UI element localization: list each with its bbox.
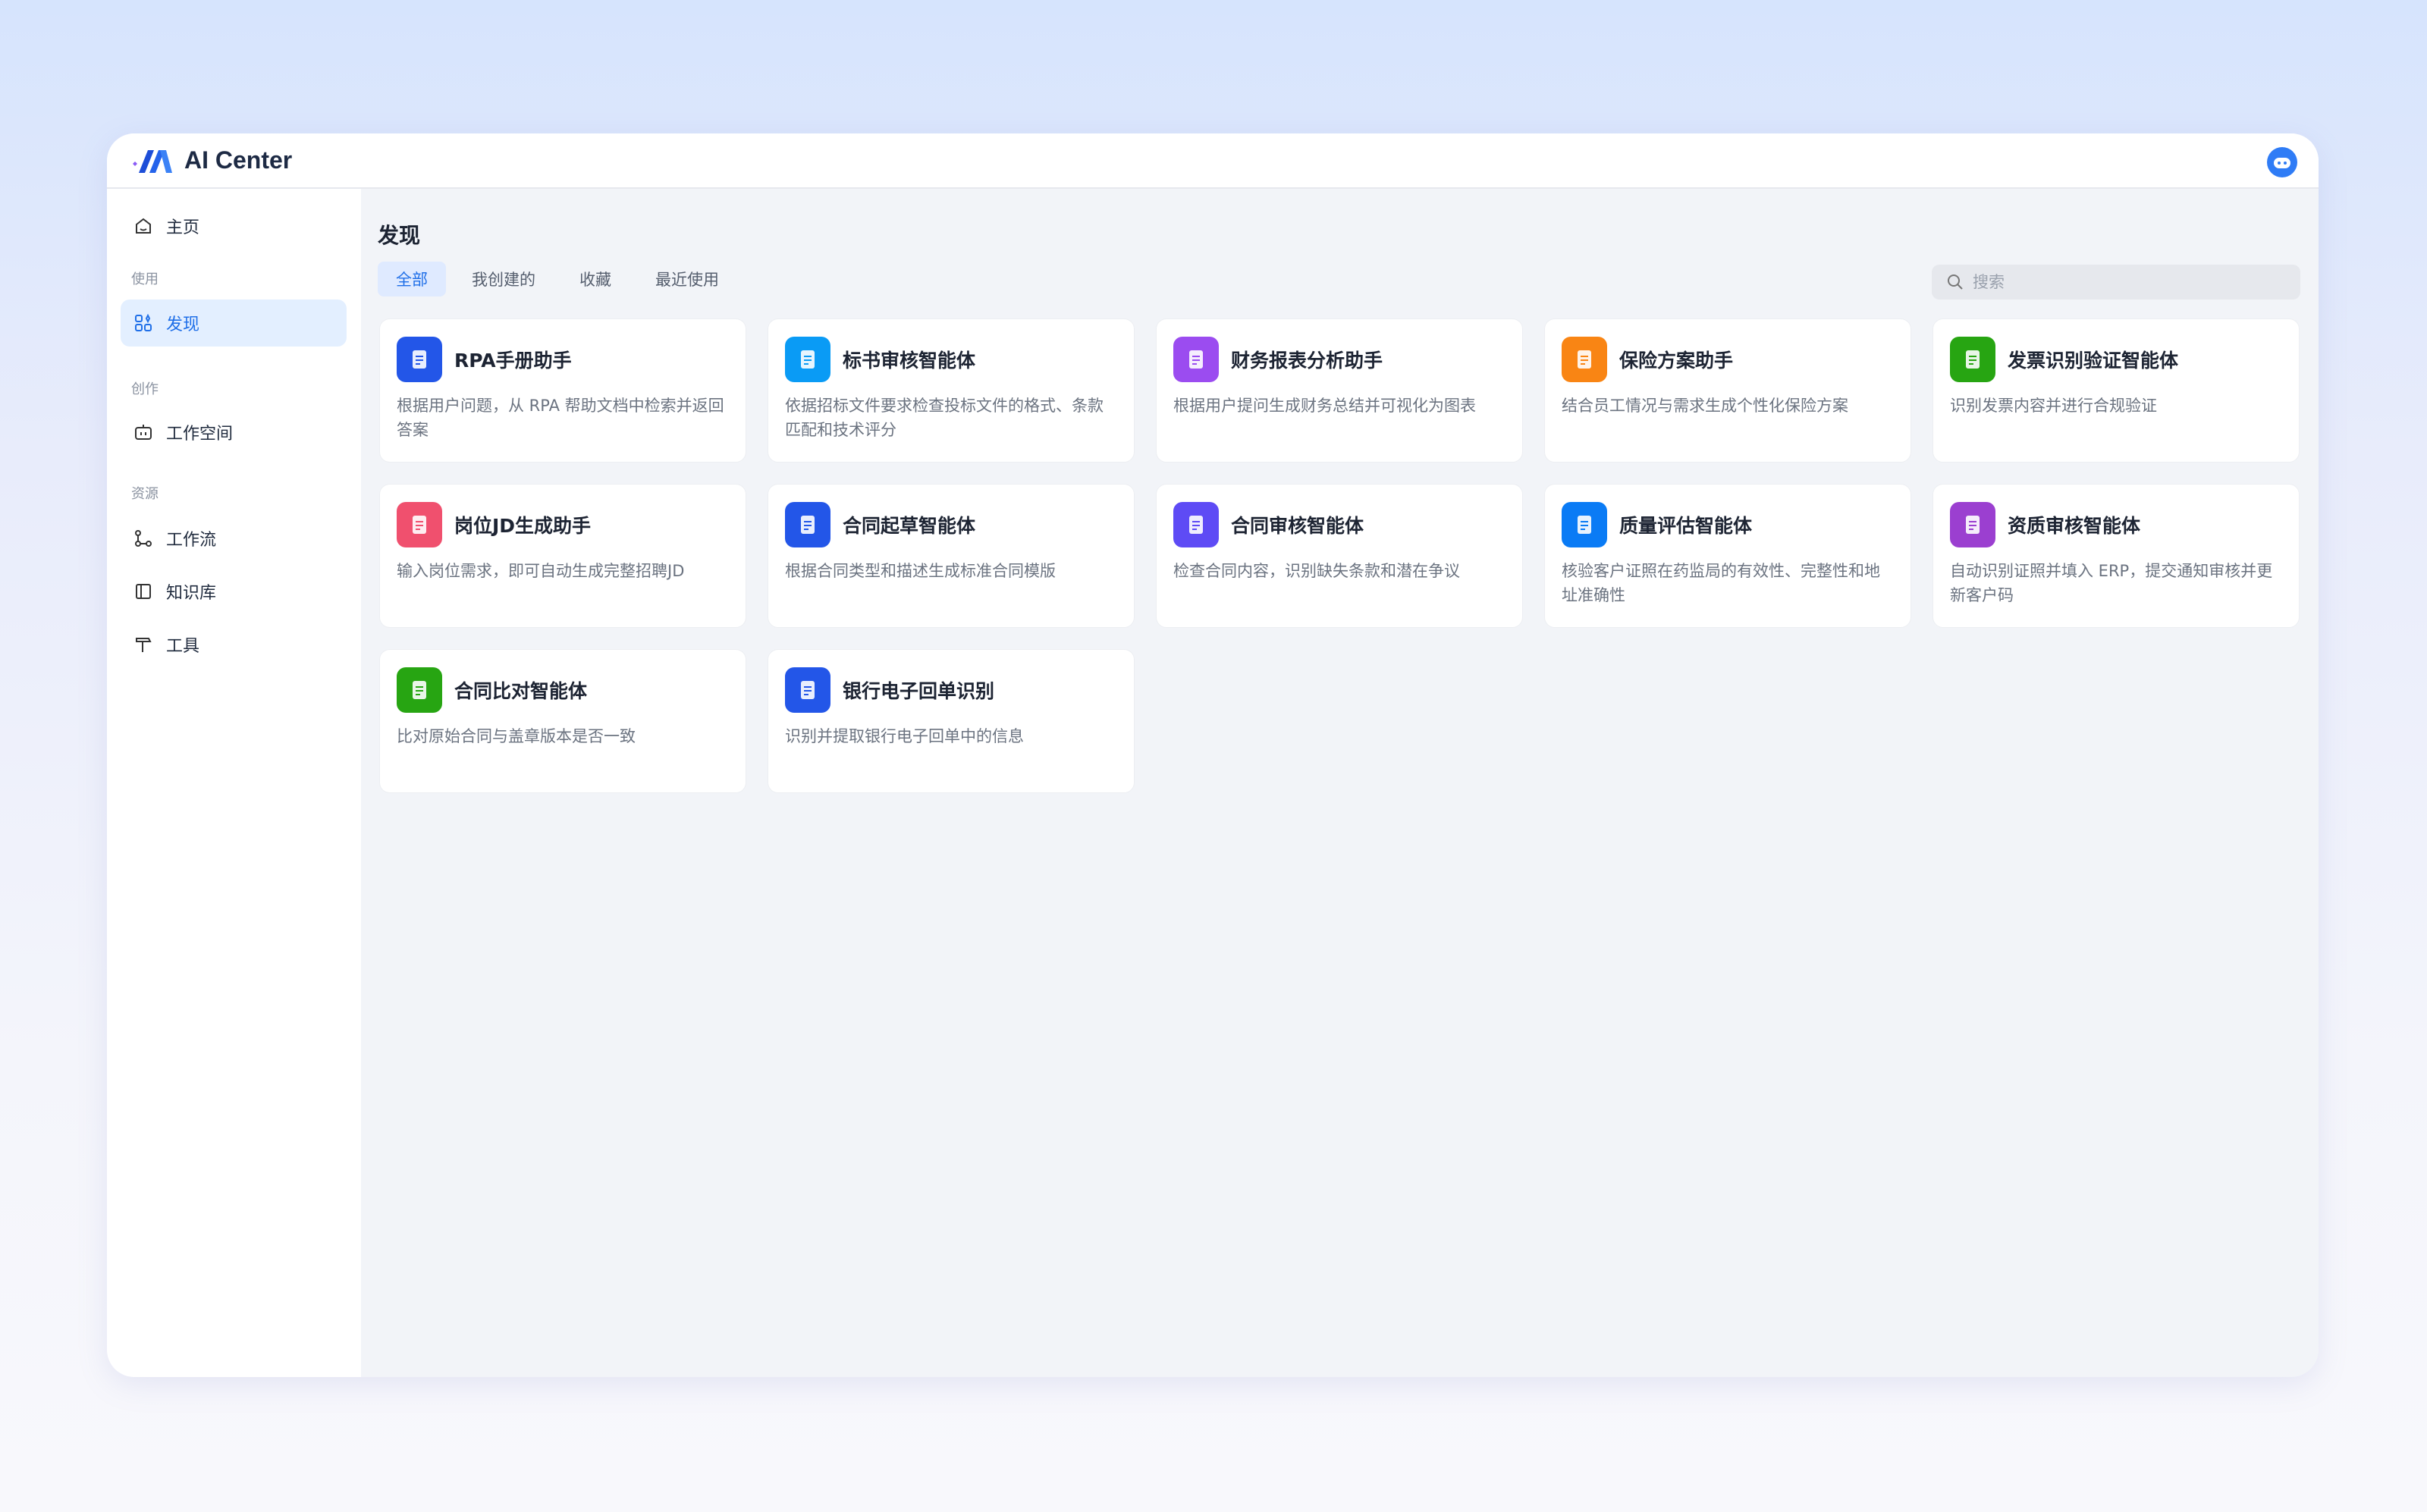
agent-name: 质量评估智能体 <box>1619 515 1753 537</box>
agent-name: 合同起草智能体 <box>843 515 976 537</box>
agent-card[interactable]: 银行电子回单识别识别并提取银行电子回单中的信息 <box>768 649 1135 793</box>
agent-name: 合同比对智能体 <box>454 680 588 702</box>
agent-card[interactable]: 合同审核智能体检查合同内容，识别缺失条款和潜在争议 <box>1156 484 1523 628</box>
agent-card[interactable]: 资质审核智能体自动识别证照并填入 ERP，提交通知审核并更新客户码 <box>1932 484 2300 628</box>
search-icon <box>1948 274 1963 290</box>
agent-description: 依据招标文件要求检查投标文件的格式、条款匹配和技术评分 <box>785 397 1104 439</box>
document-icon <box>1562 337 1607 382</box>
sidebar-item-label: 工具 <box>166 637 200 656</box>
compare-book-icon <box>397 667 442 713</box>
contract-star-icon <box>1173 502 1219 547</box>
workflow-icon <box>135 530 152 547</box>
agent-description: 根据用户问题，从 RPA 帮助文档中检索并返回答案 <box>397 397 724 439</box>
agent-card[interactable]: 发票识别验证智能体识别发票内容并进行合规验证 <box>1932 318 2300 463</box>
tab-bar: 全部 我创建的 收藏 最近使用 <box>378 262 737 296</box>
tab-favorites[interactable]: 收藏 <box>579 271 611 289</box>
hammer-icon <box>136 638 152 652</box>
agent-name: RPA手册助手 <box>454 350 572 372</box>
agent-description: 结合员工情况与需求生成个性化保险方案 <box>1562 397 1848 415</box>
agent-name: 保险方案助手 <box>1619 350 1734 372</box>
rpa-book-icon <box>397 337 442 382</box>
agent-description: 比对原始合同与盖章版本是否一致 <box>397 727 636 745</box>
section-label-create: 创作 <box>131 381 159 397</box>
sidebar-item-workflow[interactable]: 工作流 <box>121 515 347 562</box>
sidebar-item-discover[interactable]: 发现 <box>121 300 347 347</box>
header: AI Center <box>107 133 2319 189</box>
badge-icon <box>1950 502 1995 547</box>
agent-card[interactable]: 岗位JD生成助手输入岗位需求，即可自动生成完整招聘JD <box>379 484 746 628</box>
sidebar-item-knowledge[interactable]: 知识库 <box>121 568 347 615</box>
app-window: AI Center 主页 使用 发现 创作 工作空间 资源 工作流 知识库 工具… <box>107 133 2319 1377</box>
sidebar-item-label: 发现 <box>166 315 200 334</box>
sidebar-item-tools[interactable]: 工具 <box>121 621 347 668</box>
id-card-icon <box>397 502 442 547</box>
agent-description: 检查合同内容，识别缺失条款和潜在争议 <box>1173 562 1460 580</box>
sidebar-item-home[interactable]: 主页 <box>121 202 347 249</box>
agent-card[interactable]: 保险方案助手结合员工情况与需求生成个性化保险方案 <box>1544 318 1911 463</box>
page-title: 发现 <box>378 223 421 248</box>
section-label-use: 使用 <box>131 271 159 287</box>
sidebar: 主页 使用 发现 创作 工作空间 资源 工作流 知识库 工具 <box>107 189 361 1377</box>
agent-card[interactable]: 合同起草智能体根据合同类型和描述生成标准合同模版 <box>768 484 1135 628</box>
agent-description: 自动识别证照并填入 ERP，提交通知审核并更新客户码 <box>1950 562 2273 604</box>
agent-description: 根据用户提问生成财务总结并可视化为图表 <box>1173 397 1476 415</box>
sidebar-item-label: 工作流 <box>166 531 217 550</box>
agent-name: 合同审核智能体 <box>1231 515 1364 537</box>
agent-description: 输入岗位需求，即可自动生成完整招聘JD <box>397 562 685 580</box>
workspace-icon <box>135 425 152 440</box>
agent-description: 识别发票内容并进行合规验证 <box>1950 397 2157 415</box>
discover-grid-icon <box>135 314 152 331</box>
agent-card[interactable]: 合同比对智能体比对原始合同与盖章版本是否一致 <box>379 649 746 793</box>
agent-name: 银行电子回单识别 <box>843 680 995 702</box>
tab-created-by-me[interactable]: 我创建的 <box>472 271 535 289</box>
tab-recent[interactable]: 最近使用 <box>655 271 719 289</box>
agent-name: 财务报表分析助手 <box>1231 350 1383 372</box>
sidebar-item-workspace[interactable]: 工作空间 <box>121 409 347 456</box>
agent-name: 发票识别验证智能体 <box>2008 350 2179 372</box>
sidebar-item-label: 主页 <box>166 218 200 237</box>
sidebar-item-label: 工作空间 <box>166 425 234 444</box>
stamp-icon <box>785 337 830 382</box>
scan-icon <box>1950 337 1995 382</box>
agent-description: 核验客户证照在药监局的有效性、完整性和地址准确性 <box>1562 562 1880 604</box>
logo-icon <box>133 149 172 173</box>
knowledge-book-icon <box>136 584 151 599</box>
avatar[interactable] <box>2267 147 2297 177</box>
home-icon <box>136 218 151 234</box>
sidebar-item-label: 知识库 <box>166 584 217 603</box>
search-input[interactable] <box>1973 273 2176 291</box>
section-label-resources: 资源 <box>131 486 159 502</box>
quill-pen-icon <box>785 502 830 547</box>
agent-description: 识别并提取银行电子回单中的信息 <box>785 727 1024 745</box>
agent-card[interactable]: RPA手册助手根据用户问题，从 RPA 帮助文档中检索并返回答案 <box>379 318 746 463</box>
tab-all[interactable]: 全部 <box>378 262 446 296</box>
agent-name: 岗位JD生成助手 <box>454 515 592 537</box>
app-title: AI Center <box>184 146 293 174</box>
pie-chart-icon <box>1173 337 1219 382</box>
search-box <box>1932 265 2300 300</box>
agent-name: 资质审核智能体 <box>2008 515 2141 537</box>
agent-card[interactable]: 标书审核智能体依据招标文件要求检查投标文件的格式、条款匹配和技术评分 <box>768 318 1135 463</box>
receipt-icon <box>785 667 830 713</box>
agent-card[interactable]: 质量评估智能体核验客户证照在药监局的有效性、完整性和地址准确性 <box>1544 484 1911 628</box>
agent-description: 根据合同类型和描述生成标准合同模版 <box>785 562 1056 580</box>
agent-name: 标书审核智能体 <box>843 350 976 372</box>
agent-card[interactable]: 财务报表分析助手根据用户提问生成财务总结并可视化为图表 <box>1156 318 1523 463</box>
robot-icon <box>2274 158 2290 168</box>
shield-icon <box>1562 502 1607 547</box>
